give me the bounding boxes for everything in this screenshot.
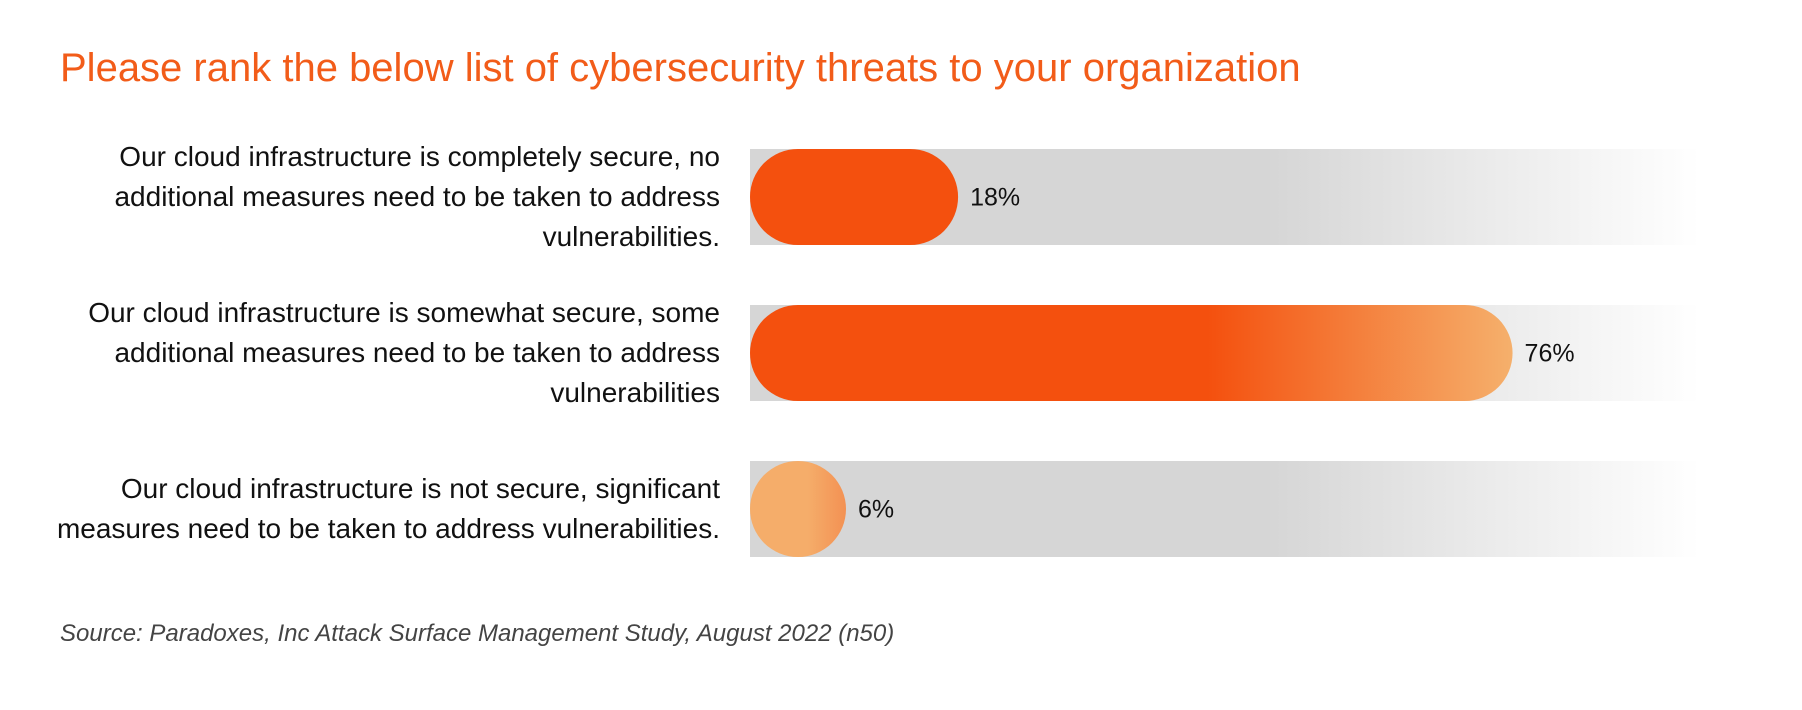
bar xyxy=(750,149,959,245)
bar-track xyxy=(750,461,1700,557)
category-label: Our cloud infrastructure is somewhat sec… xyxy=(88,297,720,408)
category-label: Our cloud infrastructure is not secure, … xyxy=(56,473,720,544)
chart-title: Please rank the below list of cybersecur… xyxy=(60,46,1301,90)
bar xyxy=(750,461,846,557)
bar xyxy=(750,305,1513,401)
source-note: Source: Paradoxes, Inc Attack Surface Ma… xyxy=(60,620,895,647)
value-label: 18% xyxy=(970,184,1020,212)
category-label: Our cloud infrastructure is completely s… xyxy=(114,141,720,252)
value-label: 76% xyxy=(1525,340,1575,368)
value-label: 6% xyxy=(858,496,894,524)
